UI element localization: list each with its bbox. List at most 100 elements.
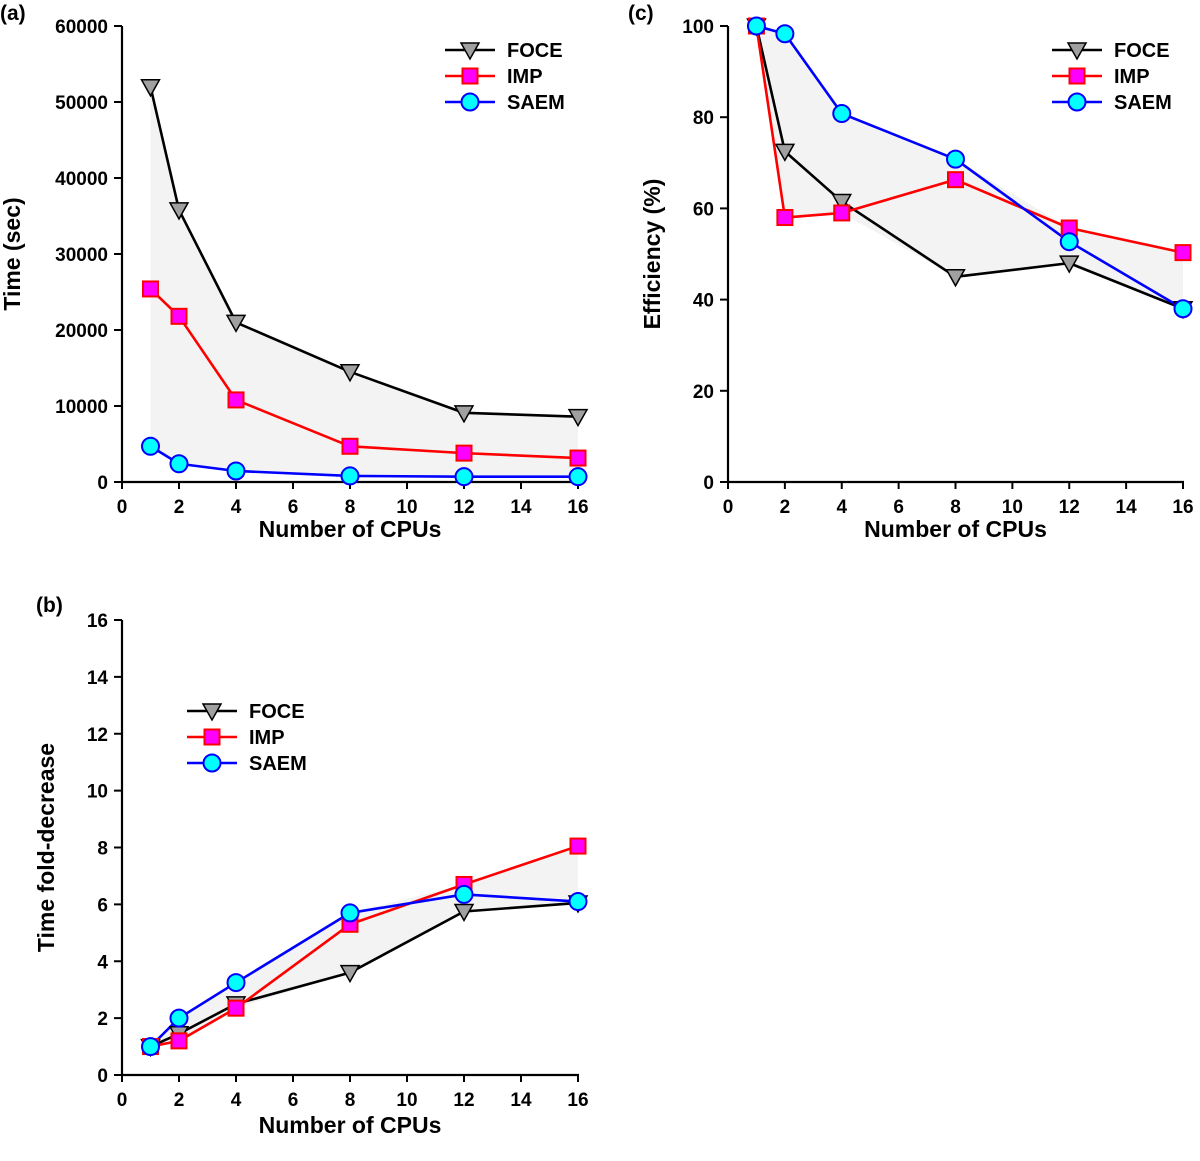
data-point-foce bbox=[831, 193, 853, 213]
data-point-foce bbox=[140, 79, 161, 98]
legend-marker-circle-icon bbox=[1067, 92, 1087, 112]
legend-marker-square-icon bbox=[203, 728, 221, 746]
data-point-saem bbox=[340, 466, 360, 486]
legend-marker-circle-icon bbox=[202, 753, 222, 773]
y-tick-label: 16 bbox=[87, 611, 108, 632]
x-tick-label: 16 bbox=[567, 497, 588, 518]
legend-item-imp: IMP bbox=[445, 66, 543, 88]
series-markers-foce bbox=[140, 79, 589, 428]
legend: FOCE IMP SAEM bbox=[1052, 40, 1172, 114]
series-imp bbox=[755, 25, 1184, 254]
x-tick-label: 0 bbox=[117, 1090, 128, 1111]
series-line-foce bbox=[755, 25, 1184, 310]
x-tick-label: 16 bbox=[1172, 497, 1193, 518]
x-axis-title: Number of CPUs bbox=[259, 516, 442, 542]
x-axis-title: Number of CPUs bbox=[259, 1112, 442, 1138]
y-tick-label: 50000 bbox=[55, 93, 108, 114]
x-tick-label: 8 bbox=[345, 1090, 356, 1111]
y-tick-label: 14 bbox=[87, 668, 109, 689]
data-point-imp bbox=[227, 999, 245, 1017]
data-point-foce bbox=[453, 405, 475, 424]
x-tick-label: 12 bbox=[453, 497, 474, 518]
y-axis-title: Efficiency (%) bbox=[639, 179, 665, 330]
legend-item-foce: FOCE bbox=[1052, 40, 1170, 62]
legend-item-foce: FOCE bbox=[445, 40, 563, 62]
data-point-foce bbox=[168, 202, 190, 221]
x-tick-label: 14 bbox=[510, 497, 532, 518]
y-tick-label: 60000 bbox=[55, 17, 108, 38]
data-point-saem bbox=[454, 467, 474, 487]
x-tick-label: 0 bbox=[723, 497, 734, 518]
y-tick-label: 10 bbox=[87, 782, 108, 803]
series-line-imp bbox=[755, 25, 1184, 254]
y-tick-label: 0 bbox=[97, 473, 108, 494]
y-tick-label: 10000 bbox=[55, 397, 108, 418]
series-markers-saem bbox=[746, 16, 1193, 319]
legend-label: SAEM bbox=[1114, 92, 1172, 114]
y-tick-label: 0 bbox=[703, 473, 714, 494]
panel-label: (a) bbox=[0, 2, 26, 25]
legend-marker-circle-icon bbox=[460, 92, 480, 112]
data-point-imp bbox=[1174, 244, 1192, 262]
data-point-imp bbox=[170, 1032, 188, 1050]
x-axis-title: Number of CPUs bbox=[864, 516, 1047, 542]
data-point-saem bbox=[226, 461, 246, 481]
series-markers-saem bbox=[141, 436, 588, 487]
data-point-saem bbox=[568, 892, 588, 912]
series-line-foce bbox=[149, 86, 579, 418]
x-tick-label: 10 bbox=[1002, 497, 1023, 518]
x-tick-label: 0 bbox=[117, 497, 128, 518]
x-tick-label: 8 bbox=[950, 497, 961, 518]
y-tick-label: 6 bbox=[97, 895, 108, 916]
data-point-imp bbox=[142, 280, 159, 298]
x-tick-label: 2 bbox=[174, 1090, 185, 1111]
data-point-imp bbox=[341, 437, 359, 455]
legend-label: SAEM bbox=[507, 92, 565, 114]
x-tick-label: 2 bbox=[174, 497, 185, 518]
x-tick-label: 6 bbox=[288, 497, 299, 518]
x-tick-label: 6 bbox=[893, 497, 904, 518]
legend-marker-triangle-down-icon bbox=[459, 42, 481, 61]
y-tick-label: 60 bbox=[693, 199, 714, 220]
data-point-foce bbox=[339, 964, 361, 984]
x-tick-label: 10 bbox=[396, 497, 417, 518]
panel-label: (c) bbox=[628, 2, 654, 25]
data-point-saem bbox=[169, 454, 189, 474]
y-tick-label: 4 bbox=[97, 952, 108, 973]
legend: FOCE IMP SAEM bbox=[187, 701, 307, 775]
x-tick-label: 4 bbox=[231, 1090, 242, 1111]
legend-label: FOCE bbox=[1114, 40, 1170, 62]
data-point-foce bbox=[945, 269, 966, 288]
data-point-foce bbox=[774, 143, 796, 162]
y-axis-title: Time (sec) bbox=[0, 197, 25, 310]
x-tick-label: 12 bbox=[1059, 497, 1080, 518]
legend-item-imp: IMP bbox=[187, 727, 285, 749]
shaded-range-area bbox=[150, 86, 578, 477]
legend: FOCE IMP SAEM bbox=[445, 40, 565, 114]
chart-panel-a: (a) 0 2 4 6 8 10 12 14 16 0 10000 20000 30000 40000 500… bbox=[0, 2, 589, 542]
legend-marker-triangle-down-icon bbox=[1066, 42, 1088, 61]
data-point-imp bbox=[776, 209, 794, 227]
legend-item-saem: SAEM bbox=[1052, 92, 1172, 114]
y-tick-label: 80 bbox=[693, 108, 714, 129]
x-tick-label: 4 bbox=[836, 497, 847, 518]
x-tick-label: 8 bbox=[345, 497, 356, 518]
x-tick-label: 6 bbox=[288, 1090, 299, 1111]
y-tick-label: 30000 bbox=[55, 245, 108, 266]
legend-label: SAEM bbox=[249, 753, 307, 775]
data-point-saem bbox=[946, 149, 965, 169]
data-point-foce bbox=[453, 903, 475, 923]
legend-item-imp: IMP bbox=[1052, 66, 1150, 88]
x-tick-label: 14 bbox=[1116, 497, 1138, 518]
data-point-imp bbox=[569, 837, 587, 855]
series-markers-saem bbox=[141, 884, 588, 1057]
x-tick-label: 4 bbox=[231, 497, 242, 518]
data-point-saem bbox=[141, 1037, 160, 1057]
x-tick-label: 16 bbox=[567, 1090, 588, 1111]
legend-marker-square-icon bbox=[1068, 67, 1086, 85]
legend-marker-triangle-down-icon bbox=[201, 703, 223, 722]
data-point-saem bbox=[1173, 299, 1193, 319]
data-point-saem bbox=[340, 903, 360, 923]
data-point-saem bbox=[746, 16, 766, 36]
